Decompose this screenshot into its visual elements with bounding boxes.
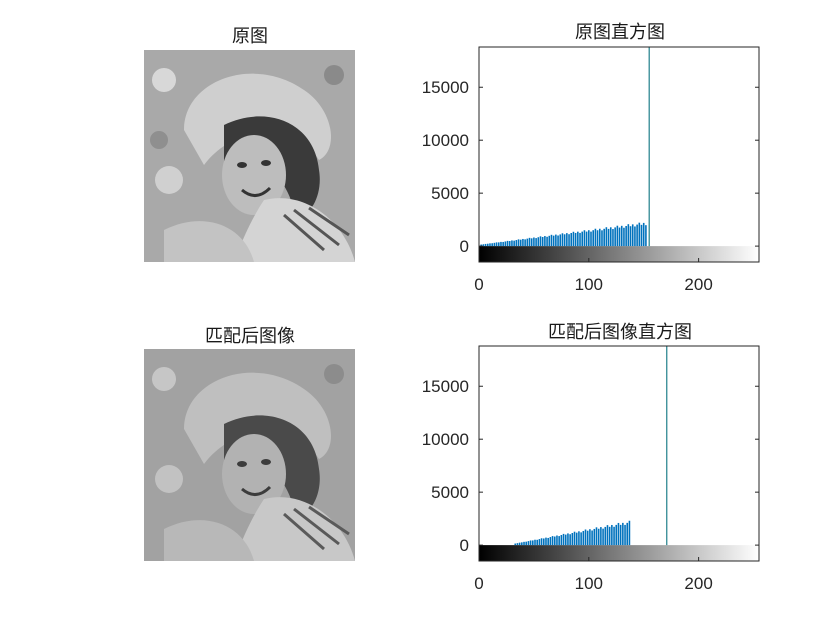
face-shape xyxy=(222,135,286,215)
axes-box xyxy=(478,345,760,562)
original-image xyxy=(144,50,355,262)
x-tick-label: 100 xyxy=(575,574,603,593)
x-tick-label: 200 xyxy=(684,574,712,593)
panel-title-matched: 匹配后图像 xyxy=(205,326,295,347)
x-tick-label: 0 xyxy=(474,275,483,294)
x-tick-label: 0 xyxy=(474,574,483,593)
x-tick-label: 100 xyxy=(575,275,603,294)
y-tick-label: 0 xyxy=(460,536,469,555)
panel-title-original: 原图 xyxy=(232,26,268,47)
y-tick-label: 10000 xyxy=(422,430,469,449)
y-tick-label: 15000 xyxy=(422,78,469,97)
y-tick-label: 15000 xyxy=(422,377,469,396)
y-tick-label: 5000 xyxy=(431,483,469,502)
histogram-1: 0 5000 10000 15000 0 100 200 xyxy=(422,345,760,593)
y-tick-label: 0 xyxy=(460,237,469,256)
x-tick-label: 200 xyxy=(684,275,712,294)
matched-image xyxy=(144,349,355,561)
y-tick-label: 10000 xyxy=(422,131,469,150)
panel-title-matched-hist: 匹配后图像直方图 xyxy=(548,322,692,343)
panel-title-original-hist: 原图直方图 xyxy=(575,22,665,43)
axes-box xyxy=(478,46,760,263)
gray-colorbar xyxy=(479,246,759,262)
y-tick-label: 5000 xyxy=(431,184,469,203)
scarf-shape xyxy=(234,198,355,262)
gray-colorbar xyxy=(479,545,759,561)
histogram-0: 0 5000 10000 15000 0 100 200 xyxy=(422,46,760,294)
